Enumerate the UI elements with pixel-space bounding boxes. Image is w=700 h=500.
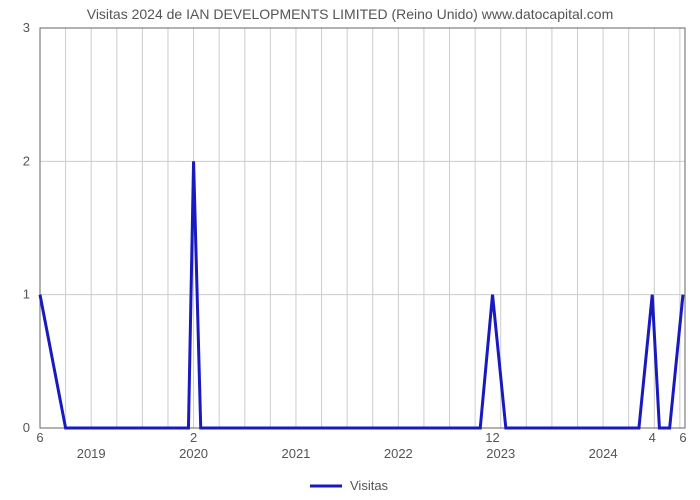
- y-tick-label: 1: [23, 287, 30, 302]
- y-tick-label: 3: [23, 20, 30, 35]
- data-point-label: 4: [649, 430, 656, 445]
- x-tick-label: 2023: [486, 446, 515, 461]
- grid: [40, 28, 685, 428]
- data-point-label: 6: [679, 430, 686, 445]
- y-tick-label: 0: [23, 420, 30, 435]
- x-tick-label: 2024: [589, 446, 618, 461]
- x-tick-label: 2019: [77, 446, 106, 461]
- plot-border: [40, 28, 685, 428]
- x-tick-label: 2020: [179, 446, 208, 461]
- data-point-label: 6: [36, 430, 43, 445]
- x-tick-label: 2021: [281, 446, 310, 461]
- legend: Visitas: [310, 478, 389, 493]
- x-tick-label: 2022: [384, 446, 413, 461]
- data-point-label: 12: [485, 430, 499, 445]
- chart-container: Visitas 2024 de IAN DEVELOPMENTS LIMITED…: [0, 0, 700, 500]
- legend-label: Visitas: [350, 478, 389, 493]
- line-chart: 0123201920202021202220232024621246Visita…: [0, 0, 700, 500]
- data-point-label: 2: [190, 430, 197, 445]
- y-tick-label: 2: [23, 153, 30, 168]
- chart-title: Visitas 2024 de IAN DEVELOPMENTS LIMITED…: [0, 6, 700, 22]
